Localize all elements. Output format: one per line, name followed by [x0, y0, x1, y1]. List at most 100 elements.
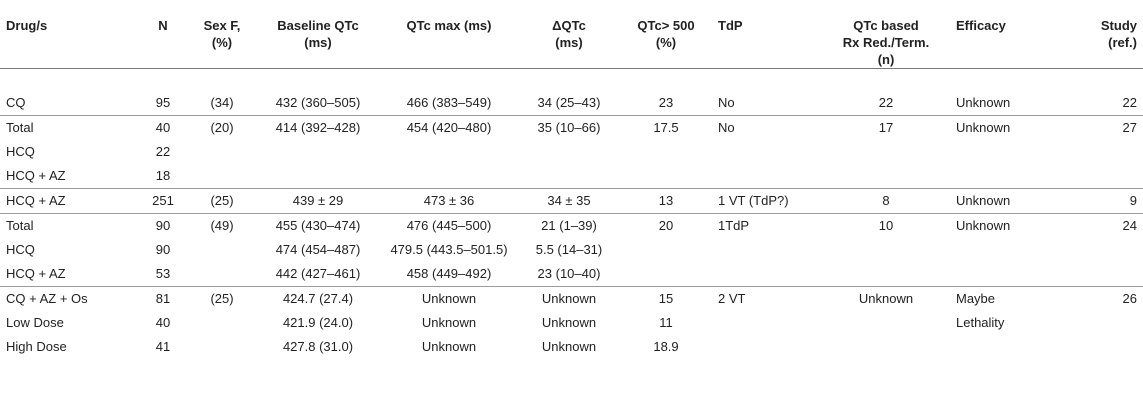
table-row: HCQ 90 474 (454–487) 479.5 (443.5–501.5)…: [0, 238, 1143, 262]
header-study-ref: Study (ref.): [1100, 18, 1137, 50]
cell-qtc-max: 466 (383–549): [406, 95, 492, 110]
table-row: HCQ + AZ 53 442 (427–461) 458 (449–492) …: [0, 262, 1143, 287]
cell-drug: CQ: [6, 95, 26, 110]
cell-baseline: 432 (360–505): [275, 95, 361, 110]
cell-sex: [188, 262, 256, 287]
cell-study: [1050, 335, 1143, 361]
cell-n: 90: [155, 242, 171, 257]
cell-efficacy: [950, 164, 1050, 189]
table-row: Total 40 (20) 414 (392–428) 454 (420–480…: [0, 116, 1143, 141]
header-qtc-over-500: QTc> 500 (%): [637, 18, 695, 50]
cell-rx: 8: [882, 193, 890, 208]
cell-n: 53: [155, 266, 171, 281]
cell-qtc-max: Unknown: [421, 315, 477, 330]
cell-efficacy: Maybe: [956, 291, 996, 306]
cell-drug: HCQ + AZ: [6, 193, 66, 208]
cell-sex: (25): [210, 193, 234, 208]
cell-qtc-max: Unknown: [421, 339, 477, 354]
cell-study: 27: [1122, 120, 1137, 135]
cell-qtc-500: [620, 164, 712, 189]
cell-baseline: 439 ± 29: [292, 193, 344, 208]
qtc-study-table: Drug/s N Sex F, (%) Baseline QTc (ms) QTc …: [0, 0, 1143, 362]
cell-efficacy: Unknown: [956, 95, 1011, 110]
cell-qtc-500: 20: [658, 218, 674, 233]
cell-qtc-max: 476 (445–500): [406, 218, 492, 233]
cell-n: 40: [155, 120, 171, 135]
cell-n: 81: [155, 291, 171, 306]
cell-baseline: 414 (392–428): [275, 120, 361, 135]
cell-tdp: No: [718, 120, 735, 135]
cell-efficacy: [950, 335, 1050, 361]
cell-delta-qtc: 23 (10–40): [537, 266, 601, 281]
table-header: Drug/s N Sex F, (%) Baseline QTc (ms) QTc …: [0, 0, 1143, 69]
cell-n: 18: [155, 168, 171, 183]
cell-rx: 17: [878, 120, 894, 135]
cell-n: 90: [155, 218, 171, 233]
cell-tdp: 1TdP: [718, 218, 750, 233]
cell-qtc-500: 15: [658, 291, 674, 306]
cell-qtc-max: 473 ± 36: [423, 193, 475, 208]
cell-qtc-500: 11: [659, 315, 673, 330]
header-baseline-qtc: Baseline QTc (ms): [277, 18, 359, 50]
cell-rx: [822, 164, 950, 189]
cell-delta-qtc: Unknown: [541, 339, 597, 354]
cell-efficacy: Unknown: [956, 120, 1011, 135]
cell-sex: (34): [210, 95, 234, 110]
cell-baseline: [256, 140, 380, 164]
table-row: HCQ 22: [0, 140, 1143, 164]
cell-sex: [188, 164, 256, 189]
cell-efficacy: Unknown: [956, 193, 1011, 208]
cell-rx: Unknown: [858, 291, 914, 306]
cell-rx: 22: [878, 95, 894, 110]
table-row: CQ 95 (34) 432 (360–505) 466 (383–549) 3…: [0, 69, 1143, 116]
cell-rx: [822, 335, 950, 361]
header-n: N: [158, 18, 168, 33]
cell-drug: HCQ: [6, 144, 35, 159]
cell-delta-qtc: 21 (1–39): [541, 218, 597, 233]
cell-sex: [188, 238, 256, 262]
cell-tdp: [712, 164, 822, 189]
cell-qtc-max: Unknown: [421, 291, 477, 306]
cell-tdp: [712, 335, 822, 361]
cell-delta-qtc: 34 ± 35: [547, 193, 591, 208]
cell-delta-qtc: Unknown: [541, 291, 597, 306]
cell-qtc-500: 17.5: [653, 120, 679, 135]
cell-baseline: 455 (430–474): [275, 218, 361, 233]
cell-study: [1050, 164, 1143, 189]
header-drug: Drug/s: [6, 18, 48, 33]
cell-rx: [822, 238, 950, 262]
cell-baseline: 427.8 (31.0): [282, 339, 354, 354]
header-sex-f: Sex F, (%): [203, 18, 241, 50]
header-delta-qtc: ΔQTc (ms): [552, 18, 586, 50]
cell-tdp: [712, 262, 822, 287]
cell-efficacy: [950, 238, 1050, 262]
cell-tdp: 2 VT: [718, 291, 746, 306]
cell-tdp: [712, 238, 822, 262]
table-row: Low Dose 40 421.9 (24.0) Unknown Unknown…: [0, 311, 1143, 335]
cell-drug: HCQ + AZ: [6, 168, 66, 183]
cell-qtc-500: [620, 238, 712, 262]
cell-qtc-max: [380, 140, 518, 164]
cell-study: 24: [1122, 218, 1137, 233]
cell-tdp: 1 VT (TdP?): [718, 193, 789, 208]
cell-sex: [188, 311, 256, 335]
cell-efficacy: Unknown: [956, 218, 1011, 233]
cell-qtc-500: [620, 262, 712, 287]
cell-rx: 10: [878, 218, 894, 233]
cell-sex: [188, 140, 256, 164]
cell-study: 9: [1129, 193, 1137, 208]
header-tdp: TdP: [718, 18, 743, 33]
cell-qtc-500: 18.9: [653, 339, 679, 354]
cell-sex: (25): [210, 291, 234, 306]
cell-delta-qtc: 5.5 (14–31): [535, 242, 603, 257]
cell-rx: [822, 140, 950, 164]
cell-n: 22: [155, 144, 171, 159]
cell-drug: HCQ: [6, 242, 35, 257]
cell-qtc-500: [620, 140, 712, 164]
cell-study: 22: [1122, 95, 1137, 110]
cell-n: 40: [155, 315, 171, 330]
table-body: CQ 95 (34) 432 (360–505) 466 (383–549) 3…: [0, 69, 1143, 362]
cell-baseline: [256, 164, 380, 189]
table-row: HCQ + AZ 251 (25) 439 ± 29 473 ± 36 34 ±…: [0, 189, 1143, 214]
cell-efficacy: [950, 262, 1050, 287]
